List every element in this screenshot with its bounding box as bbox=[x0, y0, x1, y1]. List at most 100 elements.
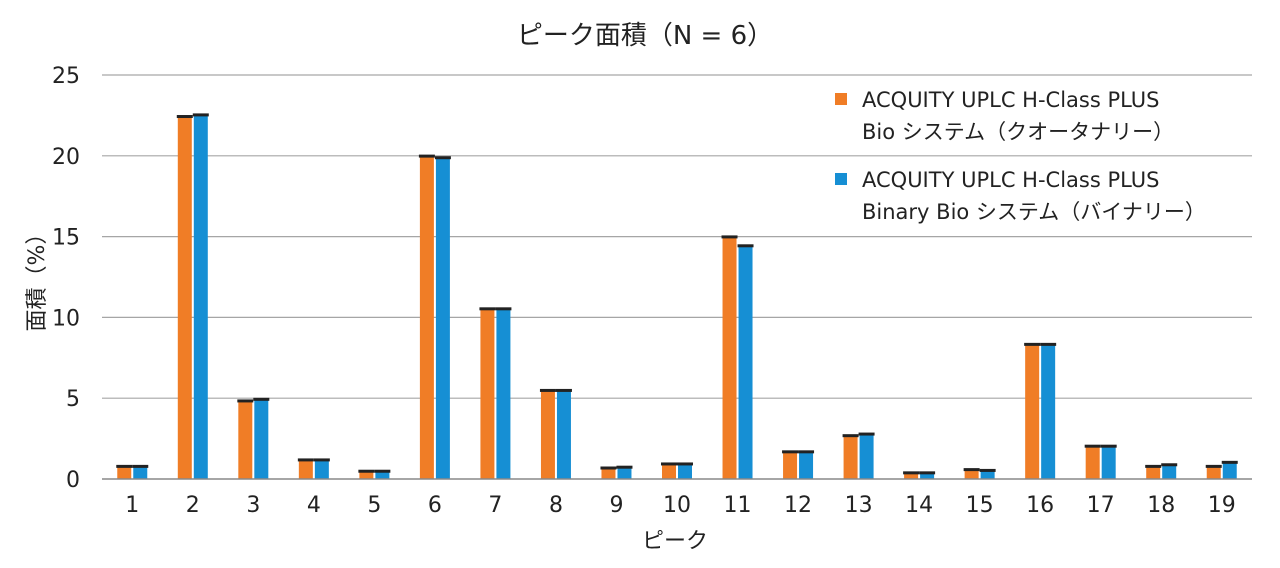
x-tick-label: 11 bbox=[724, 493, 752, 518]
x-tick-label: 4 bbox=[307, 493, 321, 518]
bars bbox=[116, 113, 1238, 480]
bar-series-1 bbox=[540, 390, 555, 479]
bar-series-1 bbox=[843, 436, 858, 479]
bar-series-2 bbox=[920, 473, 935, 479]
x-tick-label: 7 bbox=[488, 493, 502, 518]
bar-series-1 bbox=[298, 460, 313, 479]
error-bar bbox=[1100, 444, 1117, 448]
error-bar bbox=[434, 156, 451, 160]
bar-series-2 bbox=[617, 467, 632, 479]
bar-series-1 bbox=[964, 470, 979, 479]
error-bar bbox=[539, 388, 556, 392]
error-bar bbox=[1145, 464, 1162, 468]
bar-series-2 bbox=[859, 434, 874, 479]
error-bar bbox=[479, 307, 496, 311]
x-tick-label: 19 bbox=[1208, 493, 1236, 518]
bar-series-2 bbox=[314, 460, 329, 479]
error-bar bbox=[1024, 342, 1041, 346]
x-tick-label: 8 bbox=[549, 493, 563, 518]
bar-series-1 bbox=[1206, 466, 1221, 479]
error-bar bbox=[1205, 464, 1222, 468]
y-tick-label: 10 bbox=[52, 306, 80, 331]
y-tick-label: 25 bbox=[52, 64, 80, 89]
legend-label: Binary Bio システム（バイナリー） bbox=[862, 200, 1206, 224]
bar-series-2 bbox=[1101, 446, 1116, 479]
bar-series-1 bbox=[419, 156, 434, 479]
bar-series-1 bbox=[359, 471, 374, 479]
x-tick-label: 16 bbox=[1026, 493, 1054, 518]
x-tick-label: 3 bbox=[246, 493, 260, 518]
error-bar bbox=[1161, 463, 1178, 467]
error-bar bbox=[297, 458, 314, 462]
legend-swatch bbox=[835, 173, 847, 185]
y-axis-label: 面積（%） bbox=[25, 223, 50, 332]
bar-series-2 bbox=[133, 466, 148, 479]
bar-series-2 bbox=[254, 399, 269, 479]
error-bar bbox=[858, 432, 875, 436]
bar-series-2 bbox=[1041, 344, 1056, 479]
bar-series-1 bbox=[904, 473, 919, 479]
error-bar bbox=[963, 468, 980, 472]
error-bar bbox=[313, 458, 330, 462]
error-bar bbox=[555, 388, 572, 392]
legend-label: Bio システム（クオータナリー） bbox=[862, 120, 1174, 144]
x-tick-label: 6 bbox=[428, 493, 442, 518]
x-tick-label: 14 bbox=[905, 493, 933, 518]
bar-series-1 bbox=[1085, 446, 1100, 479]
chart-title: ピーク面積（N = 6） bbox=[517, 21, 773, 51]
bar-series-1 bbox=[117, 466, 132, 479]
bar-series-1 bbox=[601, 468, 616, 479]
bar-series-1 bbox=[1025, 344, 1040, 479]
gridlines bbox=[102, 74, 1252, 399]
x-tick-label: 5 bbox=[367, 493, 381, 518]
error-bar bbox=[374, 469, 391, 473]
bar-series-2 bbox=[1222, 462, 1237, 479]
bar-series-2 bbox=[375, 471, 390, 479]
legend-label: ACQUITY UPLC H-Class PLUS bbox=[862, 88, 1159, 112]
error-bar bbox=[1221, 460, 1238, 464]
legend-swatch bbox=[835, 93, 847, 105]
bar-series-1 bbox=[662, 464, 676, 479]
error-bar bbox=[842, 434, 859, 438]
y-tick-label: 5 bbox=[66, 387, 80, 412]
error-bar bbox=[1084, 444, 1101, 448]
y-tick-label: 15 bbox=[52, 226, 80, 251]
bar-series-1 bbox=[722, 237, 737, 479]
error-bar bbox=[919, 471, 936, 475]
error-bar bbox=[358, 469, 375, 473]
error-bar bbox=[418, 154, 435, 158]
error-bar bbox=[132, 464, 149, 468]
bar-series-2 bbox=[678, 464, 692, 479]
x-tick-label: 12 bbox=[784, 493, 812, 518]
x-tick-label: 18 bbox=[1147, 493, 1175, 518]
bar-series-1 bbox=[783, 452, 798, 479]
error-bar bbox=[176, 115, 193, 119]
x-tick-label: 1 bbox=[125, 493, 139, 518]
error-bar bbox=[600, 466, 617, 470]
x-tick-label: 13 bbox=[845, 493, 873, 518]
bar-series-2 bbox=[193, 115, 208, 480]
error-bar bbox=[116, 464, 133, 468]
bar-series-1 bbox=[480, 309, 495, 479]
error-bar bbox=[192, 113, 209, 117]
error-bar bbox=[782, 450, 799, 454]
bar-series-1 bbox=[1146, 466, 1161, 479]
bar-series-1 bbox=[177, 117, 192, 480]
y-axis-ticks: 0 5 10 15 20 25 bbox=[52, 64, 80, 493]
error-bar bbox=[237, 399, 254, 403]
error-bar bbox=[495, 307, 512, 311]
legend: ACQUITY UPLC H-Class PLUS Bio システム（クオータナリ… bbox=[835, 88, 1206, 224]
error-bar bbox=[1040, 342, 1057, 346]
x-tick-label: 15 bbox=[966, 493, 994, 518]
error-bar bbox=[903, 471, 920, 475]
y-tick-label: 0 bbox=[66, 468, 80, 493]
bar-series-2 bbox=[1162, 465, 1177, 479]
error-bar bbox=[979, 468, 996, 472]
bar-series-2 bbox=[799, 452, 814, 479]
bar-series-2 bbox=[980, 470, 995, 479]
error-bar bbox=[253, 397, 270, 401]
bar-series-2 bbox=[556, 390, 571, 479]
error-bar bbox=[677, 462, 693, 466]
legend-label: ACQUITY UPLC H-Class PLUS bbox=[862, 168, 1159, 192]
